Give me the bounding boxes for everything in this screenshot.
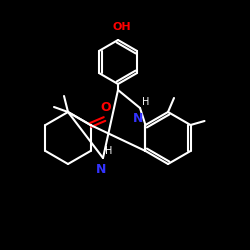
Text: N: N bbox=[133, 112, 143, 125]
Text: H: H bbox=[105, 146, 112, 156]
Text: OH: OH bbox=[113, 22, 131, 32]
Text: O: O bbox=[100, 101, 111, 114]
Text: N: N bbox=[96, 163, 106, 176]
Text: H: H bbox=[142, 97, 150, 107]
